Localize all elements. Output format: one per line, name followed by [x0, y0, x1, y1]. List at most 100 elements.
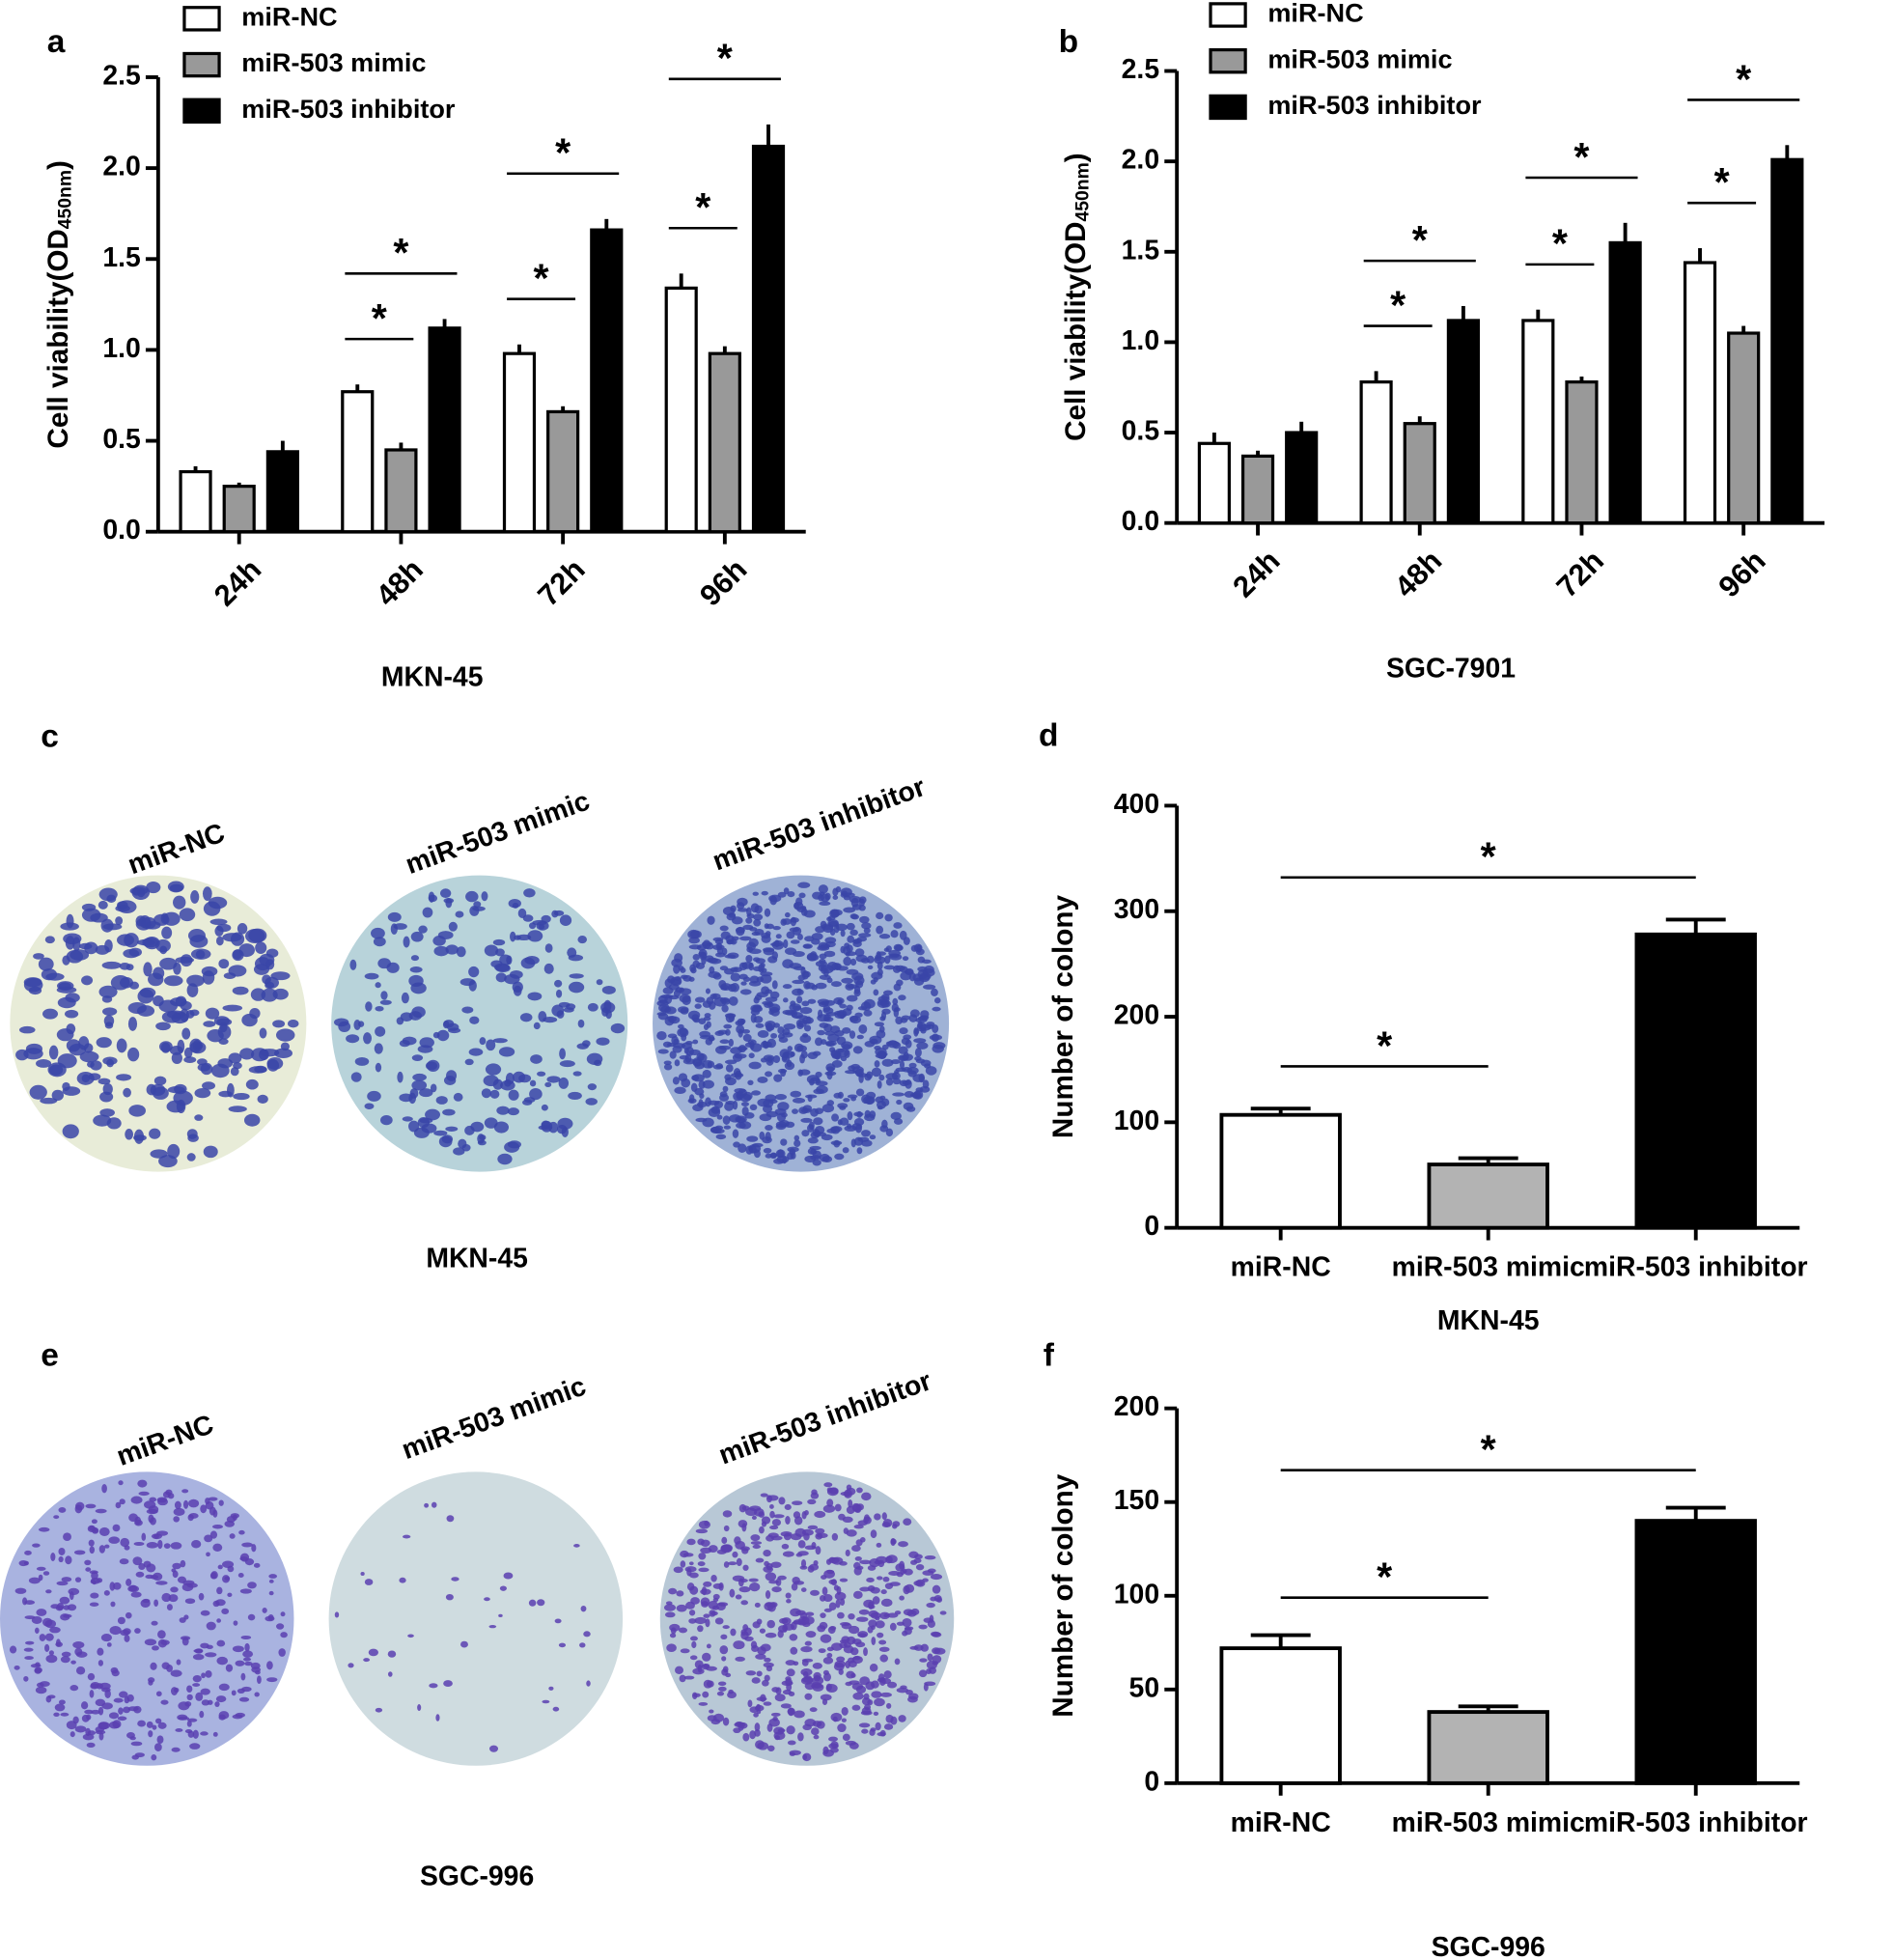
cell	[232, 1714, 243, 1720]
cell	[516, 934, 532, 941]
cell	[698, 1079, 706, 1089]
cell	[422, 907, 433, 918]
cell	[56, 1581, 69, 1586]
cell	[774, 1094, 787, 1101]
cell	[674, 1086, 686, 1095]
cell	[792, 1097, 806, 1104]
cell	[688, 1610, 696, 1616]
cell	[833, 1010, 846, 1016]
cell	[815, 1527, 825, 1534]
cell	[831, 963, 842, 970]
cell	[931, 988, 938, 996]
cell	[127, 1047, 140, 1062]
cell	[280, 1632, 288, 1638]
cell	[806, 953, 820, 962]
cell	[812, 1159, 821, 1166]
cell	[159, 957, 178, 970]
cell	[876, 951, 881, 960]
cell	[826, 1652, 833, 1659]
cell	[151, 1620, 158, 1626]
cell	[149, 1128, 161, 1139]
cell	[832, 887, 839, 896]
cell	[86, 1714, 92, 1721]
cell	[137, 1479, 148, 1488]
cell	[407, 1634, 414, 1638]
cell	[201, 1672, 206, 1679]
cell	[464, 1058, 474, 1066]
cell	[453, 1147, 465, 1156]
cell	[133, 1129, 145, 1144]
cell	[184, 1598, 196, 1605]
cell	[755, 1740, 765, 1750]
cell	[664, 1611, 676, 1618]
cell	[780, 918, 787, 926]
cell	[162, 911, 181, 926]
cell	[113, 1582, 122, 1590]
cell	[259, 1049, 280, 1057]
cell	[722, 1085, 729, 1093]
cell	[721, 1004, 729, 1013]
cell	[893, 1008, 900, 1018]
cell	[771, 1519, 782, 1526]
cell	[777, 1149, 784, 1159]
cell	[512, 902, 519, 909]
cell	[915, 1087, 924, 1093]
cell	[844, 942, 850, 949]
cell	[777, 891, 787, 898]
cell	[738, 1028, 743, 1038]
cell	[333, 1018, 349, 1027]
x-tick-label: miR-NC	[1231, 1807, 1331, 1838]
cell	[238, 1696, 250, 1702]
cell	[42, 1008, 59, 1020]
cell	[428, 894, 438, 903]
cell	[601, 1007, 609, 1017]
cell	[51, 1089, 65, 1101]
cell	[878, 1639, 887, 1645]
cell	[781, 1543, 790, 1550]
cell	[682, 1058, 696, 1065]
cell	[47, 1062, 67, 1078]
cell	[853, 1118, 865, 1127]
y-tick-label: 2.0	[102, 152, 140, 182]
cell	[401, 992, 409, 1004]
legend-label: miR-503 mimic	[1267, 43, 1452, 73]
cell	[771, 1687, 780, 1693]
cell	[735, 1020, 745, 1026]
cell	[883, 965, 896, 970]
cell	[688, 1572, 699, 1579]
cell	[84, 1709, 94, 1715]
cell	[170, 1586, 179, 1593]
cell	[752, 1544, 761, 1550]
cell	[877, 1732, 886, 1737]
cell	[748, 1052, 755, 1059]
cell	[773, 1514, 785, 1519]
bar	[546, 409, 580, 534]
cell	[836, 1036, 847, 1046]
cell	[657, 1049, 669, 1054]
cell	[519, 1013, 533, 1022]
cell	[777, 1026, 785, 1035]
significance-mark: *	[393, 231, 409, 275]
cell	[200, 1504, 208, 1514]
cell	[738, 1586, 751, 1593]
cell	[751, 1644, 760, 1653]
cell	[772, 925, 781, 931]
cell	[810, 1107, 819, 1117]
cell	[824, 1030, 835, 1036]
cell	[135, 1571, 145, 1578]
image-label: miR-503 mimic	[402, 785, 594, 881]
cell	[854, 1555, 862, 1561]
significance-mark: *	[1714, 160, 1731, 205]
significance-mark: *	[1736, 57, 1752, 101]
cell	[124, 1545, 130, 1551]
cell	[473, 901, 482, 908]
cell	[803, 980, 811, 990]
cell	[861, 1492, 872, 1501]
cell	[42, 1571, 50, 1576]
cell	[380, 1114, 393, 1126]
cell	[596, 1037, 610, 1046]
image-label: miR-NC	[124, 818, 229, 882]
y-tick-label: 2.5	[102, 60, 140, 91]
cell	[885, 1714, 894, 1723]
cell	[167, 881, 184, 893]
